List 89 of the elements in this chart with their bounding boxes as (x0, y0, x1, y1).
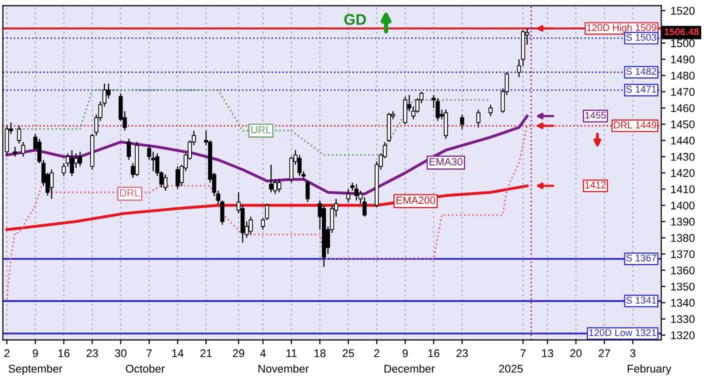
y-tick-label: 1400 (671, 202, 695, 210)
x-tick-label: 30 (114, 349, 126, 358)
ref-line-label: S 1503 (626, 34, 656, 41)
candlestick (488, 104, 493, 117)
annotation: 1412 (585, 182, 606, 188)
ref-line-label: 120D Low 1321 (589, 329, 656, 336)
candlestick (403, 96, 408, 125)
y-tick-label: 1340 (671, 298, 695, 307)
y-tick-label: 1430 (671, 152, 695, 161)
x-tick-label: 2 (4, 349, 10, 358)
candlestick (277, 178, 282, 193)
candlestick (297, 154, 302, 177)
x-tick-label: 16 (58, 349, 70, 358)
x-tick-label: 23 (456, 349, 468, 358)
candlestick (346, 188, 350, 203)
candlestick (78, 151, 82, 167)
x-tick-label: 7 (520, 349, 526, 358)
x-tick-label: 9 (32, 349, 38, 358)
x2-tick-label: February (628, 364, 672, 375)
x-tick-label: 4 (260, 349, 266, 358)
x-tick-label: 25 (342, 349, 354, 358)
y-tick-label: 1380 (671, 234, 695, 242)
line-series (6, 114, 529, 196)
candlestick (70, 150, 74, 177)
y-tick-label: 1460 (671, 104, 695, 112)
x-tick-label: 20 (570, 349, 582, 358)
x2-tick-label: November (258, 364, 309, 373)
candlestick (354, 184, 358, 201)
ref-line-label: S 1341 (626, 296, 656, 304)
y-tick-label: 1420 (671, 169, 695, 177)
x-tick-label: 18 (314, 349, 326, 358)
text: 1506.48 (664, 28, 699, 36)
x-tick-label: 14 (172, 349, 184, 358)
candlestick (248, 216, 253, 236)
y-tick-label: 1350 (671, 282, 695, 291)
x-tick-label: 27 (598, 349, 610, 358)
candlestick (444, 109, 448, 140)
x-tick-label: 3 (630, 349, 636, 358)
y-tick-label: 1320 (671, 331, 695, 340)
x-tick-label: 23 (86, 349, 98, 358)
x2-tick-label: October (126, 364, 165, 373)
series-label: DRL (120, 189, 140, 196)
candlestick (12, 146, 18, 158)
x2-tick-label: December (384, 364, 435, 373)
line-series (6, 125, 528, 300)
annotation: 1455 (585, 112, 606, 119)
series-label: URL (251, 126, 271, 134)
ref-line-label: 120D High 1509 (587, 24, 656, 33)
candlestick (436, 98, 440, 122)
x-tick-label: 16 (428, 349, 440, 358)
series-label: EMA200 (396, 196, 436, 204)
y-tick-label: 1360 (671, 266, 695, 274)
x2-tick-label: September (8, 364, 62, 375)
ref-line-label: DRL 1449 (614, 122, 656, 128)
y-tick-label: 1500 (671, 39, 695, 48)
x2-tick-label: 2025 (499, 364, 523, 373)
x-tick-label: 11 (286, 349, 297, 358)
annotation: GD (344, 14, 366, 25)
line-series (6, 184, 529, 232)
y-tick-label: 1440 (671, 136, 695, 145)
candlestick (176, 166, 180, 190)
x-tick-label: 7 (146, 349, 152, 358)
y-tick-label: 1480 (671, 72, 695, 80)
candlestick (50, 169, 54, 200)
x-tick-label: 9 (402, 349, 408, 358)
y-tick-label: 1520 (671, 6, 695, 15)
candlestick (476, 109, 480, 128)
y-tick-label: 1410 (671, 185, 695, 194)
x-tick-label: 2 (374, 349, 380, 358)
y-tick-label: 1370 (671, 250, 695, 258)
y-tick-label: 1450 (671, 120, 695, 128)
y-tick-label: 1470 (671, 88, 695, 96)
candlestick (163, 174, 168, 192)
y-tick-label: 1330 (671, 315, 695, 324)
x-tick-label: 29 (232, 349, 244, 358)
candlestick (269, 164, 274, 193)
candlestick (306, 180, 310, 203)
candlestick (126, 138, 131, 160)
candlestick (460, 114, 464, 130)
x-tick-label: 13 (542, 349, 554, 358)
candlestick (21, 141, 26, 158)
x-tick-label: 21 (200, 349, 212, 358)
series-label: EMA30 (430, 158, 463, 166)
candlestick (17, 125, 22, 144)
ref-line-label: S 1471 (626, 86, 656, 93)
y-tick-label: 1390 (671, 218, 695, 226)
ref-line-label: S 1367 (626, 254, 656, 262)
y-tick-label: 1490 (671, 56, 695, 64)
ref-line-label: S 1482 (626, 68, 656, 75)
